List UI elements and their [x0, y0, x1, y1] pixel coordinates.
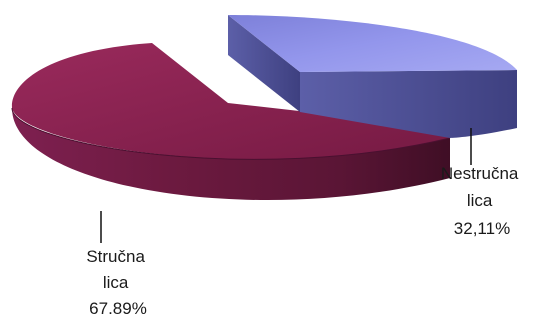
slice-side-strucna-lica — [12, 108, 450, 201]
pie-slice-nestrucna-lica — [228, 15, 517, 138]
value-strucna-lica: 67.89% — [89, 299, 147, 318]
slice-side-nestrucna-lica — [228, 15, 300, 112]
label-nestrucna-line-2: lica — [467, 191, 493, 210]
label-strucna-line-1: Stručna — [86, 247, 145, 266]
value-nestrucna-lica: 32,11% — [454, 219, 510, 238]
slice-top-strucna-lica — [11, 43, 451, 160]
label-nestrucna-lica: Nestručna lica 32,11% — [441, 164, 523, 238]
label-strucna-line-2: lica — [103, 273, 129, 292]
pie-slice-strucna-lica — [11, 43, 451, 201]
slice-rim-strucna-lica — [11, 107, 451, 160]
label-nestrucna-line-1: Nestručna — [441, 164, 519, 183]
slice-top-nestrucna-lica — [228, 15, 517, 72]
slice-side-front-nestrucna-lica — [300, 70, 517, 138]
label-strucna-lica: Stručna lica 67.89% — [86, 247, 149, 318]
